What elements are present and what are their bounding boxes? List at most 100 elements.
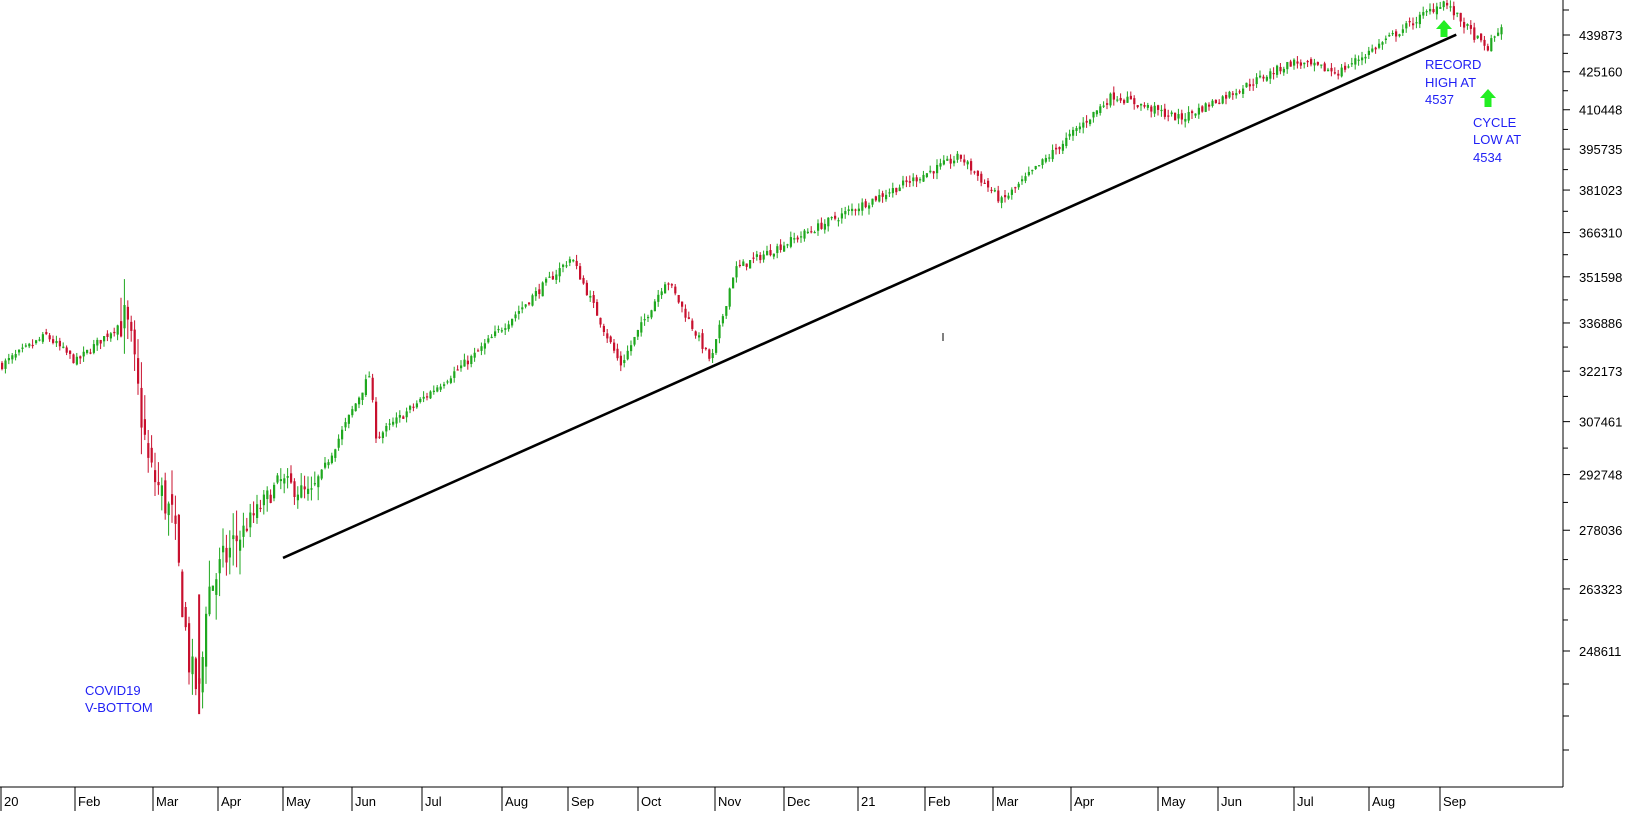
candle-body bbox=[932, 171, 935, 174]
candle-body bbox=[436, 387, 439, 392]
x-tick-label: Apr bbox=[221, 794, 242, 809]
candle-body bbox=[956, 153, 959, 160]
candle-body bbox=[191, 656, 194, 675]
candle-body bbox=[1486, 46, 1489, 51]
candle-body bbox=[446, 381, 449, 383]
candle-body bbox=[596, 302, 599, 316]
candle-body bbox=[868, 205, 871, 209]
candle-body bbox=[245, 528, 248, 531]
candle-body bbox=[79, 356, 82, 359]
candle-body bbox=[1398, 34, 1401, 37]
candle-body bbox=[1021, 179, 1024, 182]
candle-body bbox=[738, 264, 741, 267]
candle-body bbox=[1160, 109, 1163, 112]
candle-body bbox=[1027, 171, 1030, 176]
candle-body bbox=[109, 333, 112, 339]
candle-body bbox=[432, 390, 435, 392]
x-tick-label: Jun bbox=[1221, 794, 1242, 809]
candle-body bbox=[150, 447, 153, 463]
candle-body bbox=[1089, 119, 1092, 125]
candle-body bbox=[517, 311, 520, 314]
candle-body bbox=[684, 308, 687, 318]
candle-body bbox=[837, 220, 840, 222]
candle-body bbox=[477, 350, 480, 352]
candle-body bbox=[21, 347, 24, 349]
candle-body bbox=[1231, 93, 1234, 95]
candle-body bbox=[752, 257, 755, 259]
candle-body bbox=[344, 422, 347, 428]
candle-body bbox=[1347, 66, 1350, 68]
candle-body bbox=[1245, 82, 1248, 88]
candle-body bbox=[698, 335, 701, 338]
candle-body bbox=[422, 396, 425, 399]
candle-body bbox=[1293, 59, 1296, 66]
record-high-line3: 4537 bbox=[1425, 92, 1454, 107]
candle-body bbox=[1401, 29, 1404, 33]
candle-body bbox=[718, 324, 721, 339]
candle-body bbox=[732, 277, 735, 289]
record-high-arrow-icon bbox=[1436, 20, 1452, 37]
candle-body bbox=[1456, 12, 1459, 14]
candle-body bbox=[310, 488, 313, 490]
record-high-line2: HIGH AT bbox=[1425, 75, 1476, 90]
candle-body bbox=[657, 294, 660, 302]
candle-body bbox=[1238, 91, 1241, 93]
candle-body bbox=[103, 336, 106, 342]
candle-body bbox=[402, 416, 405, 419]
candle-body bbox=[568, 259, 571, 263]
candle-body bbox=[1055, 147, 1058, 150]
candle-body bbox=[154, 470, 157, 483]
y-tick-label: 336886 bbox=[1579, 316, 1622, 331]
x-tick-label: Jun bbox=[355, 794, 376, 809]
candle-body bbox=[626, 350, 629, 360]
candle-body bbox=[72, 354, 75, 364]
y-tick-label: 248611 bbox=[1579, 644, 1621, 659]
candle-body bbox=[589, 295, 592, 298]
candle-body bbox=[317, 476, 320, 488]
candle-body bbox=[62, 346, 65, 348]
candle-body bbox=[1051, 149, 1054, 160]
candle-body bbox=[704, 347, 707, 350]
candle-body bbox=[405, 411, 408, 418]
candle-body bbox=[1133, 98, 1136, 105]
candle-body bbox=[888, 192, 891, 194]
candle-body bbox=[1296, 61, 1299, 64]
y-tick-label: 395735 bbox=[1579, 142, 1622, 157]
candle-body bbox=[1388, 35, 1391, 37]
candle-body bbox=[1136, 105, 1139, 108]
candle-body bbox=[1408, 21, 1411, 23]
candle-body bbox=[864, 201, 867, 208]
candle-body bbox=[351, 409, 354, 416]
candle-body bbox=[398, 415, 401, 418]
candle-body bbox=[1497, 32, 1500, 36]
candle-body bbox=[28, 343, 31, 347]
candle-body bbox=[96, 339, 99, 346]
candle-body bbox=[898, 187, 901, 192]
candle-body bbox=[1269, 71, 1272, 79]
candle-body bbox=[844, 211, 847, 215]
candle-body bbox=[1439, 7, 1442, 9]
candle-body bbox=[473, 352, 476, 358]
candle-body bbox=[296, 494, 299, 501]
candle-body bbox=[1201, 106, 1204, 112]
candle-body bbox=[375, 401, 378, 439]
candle-body bbox=[691, 320, 694, 329]
candle-body bbox=[987, 180, 990, 188]
candle-body bbox=[443, 384, 446, 386]
candle-body bbox=[1191, 111, 1194, 114]
candle-body bbox=[497, 328, 500, 331]
candle-body bbox=[453, 371, 456, 378]
y-tick-label: 366310 bbox=[1579, 226, 1622, 241]
candle-body bbox=[1265, 76, 1268, 81]
candle-body bbox=[419, 398, 422, 402]
x-tick-label: Nov bbox=[718, 794, 742, 809]
candle-body bbox=[1109, 93, 1112, 106]
candle-body bbox=[966, 161, 969, 165]
candle-body bbox=[300, 485, 303, 498]
candle-body bbox=[1187, 111, 1190, 121]
candle-body bbox=[1384, 38, 1387, 41]
candle-body bbox=[1452, 6, 1455, 16]
candle-body bbox=[1446, 2, 1449, 6]
candle-body bbox=[1211, 100, 1214, 106]
candle-body bbox=[1041, 159, 1044, 166]
